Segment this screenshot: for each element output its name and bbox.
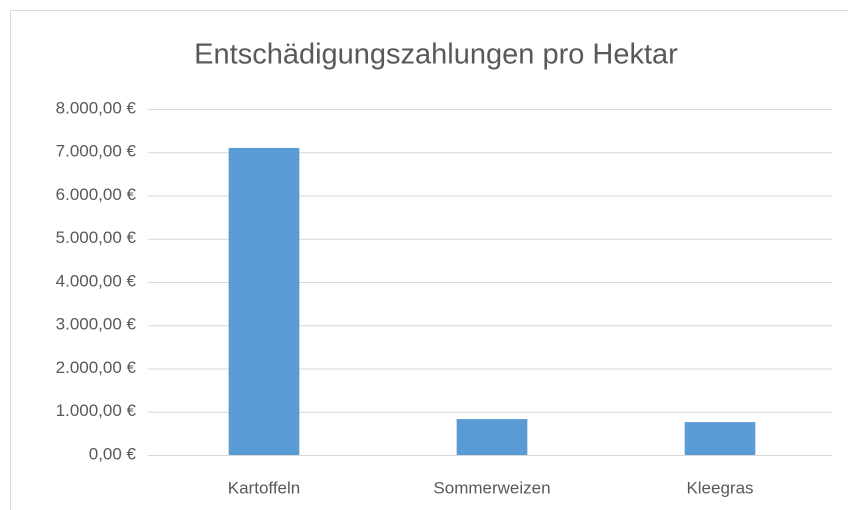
- chart-title: Entschädigungszahlungen pro Hektar: [194, 39, 678, 71]
- y-tick-label: 3.000,00 €: [56, 315, 137, 334]
- y-tick-label: 0,00 €: [89, 444, 137, 463]
- y-tick-label: 4.000,00 €: [56, 271, 137, 290]
- y-tick-label: 5.000,00 €: [56, 228, 137, 247]
- bar: [684, 422, 756, 455]
- y-tick-label: 6.000,00 €: [56, 185, 137, 204]
- x-tick-label: Sommerweizen: [433, 478, 550, 497]
- y-tick-label: 2.000,00 €: [56, 358, 137, 377]
- y-tick-label: 8.000,00 €: [56, 98, 137, 117]
- x-tick-label: Kartoffeln: [228, 478, 300, 497]
- bar: [456, 419, 528, 455]
- x-tick-label: Kleegras: [686, 478, 753, 497]
- y-tick-label: 1.000,00 €: [56, 401, 137, 420]
- y-tick-label: 7.000,00 €: [56, 142, 137, 161]
- bar: [228, 147, 300, 456]
